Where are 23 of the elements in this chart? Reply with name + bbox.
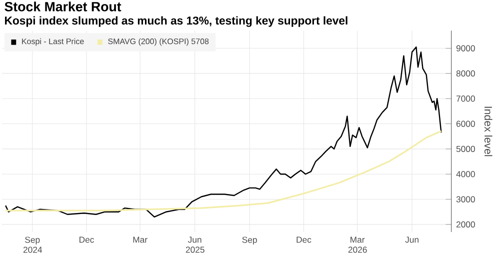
y-tick-label: 5000 xyxy=(456,146,475,152)
x-tick-label: Sep 2024 xyxy=(23,236,42,253)
x-tick-label: Jun 2025 xyxy=(186,236,204,253)
x-tick-label: Sep xyxy=(242,236,257,245)
line-series xyxy=(4,130,442,212)
y-tick-label: 9000 xyxy=(456,45,475,52)
y-tick-label: 7000 xyxy=(456,96,475,102)
x-tick-label: Mar xyxy=(133,236,148,243)
line-series xyxy=(4,46,442,218)
y-tick-label: 3000 xyxy=(456,196,475,202)
x-tick-label: Dec xyxy=(80,236,94,243)
chart-title: Stock Market Rout xyxy=(4,2,122,12)
legend-label: Kospi - Last Price xyxy=(22,38,84,46)
y-tick-label: 4000 xyxy=(456,171,475,178)
x-tick-label: Dec xyxy=(296,236,312,243)
chart-subtitle: Kospi index slumped as much as 13%, testing key support level xyxy=(5,16,348,27)
y-tick-label: 8000 xyxy=(456,70,475,77)
y-tick-label: 6000 xyxy=(456,120,475,127)
x-tick-label: Jun xyxy=(405,236,418,243)
y-tick-label: 2000 xyxy=(456,221,475,228)
y-axis-title: Index level xyxy=(484,106,492,156)
x-tick-label: Mar 2026 xyxy=(348,236,367,253)
legend-label: SMAVG (200) (KOSPI) 5708 xyxy=(108,38,209,46)
